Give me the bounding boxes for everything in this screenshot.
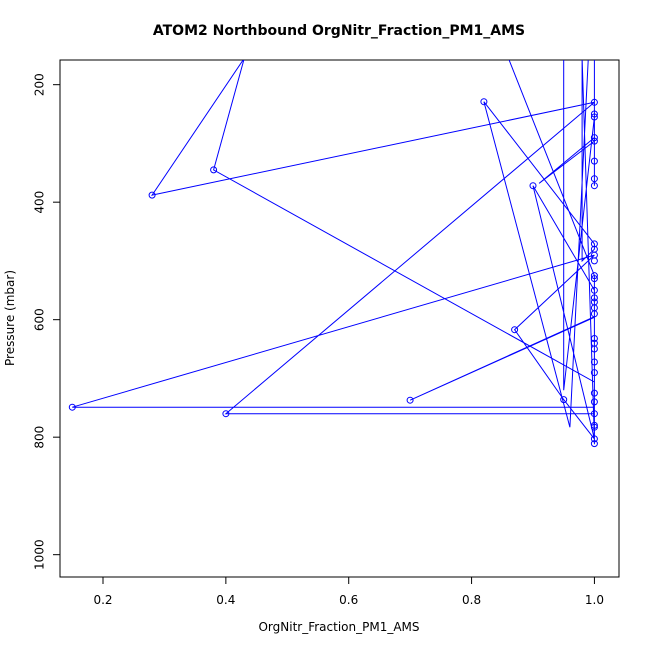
data-point [590, 389, 598, 397]
data-point [222, 410, 230, 418]
data-point [590, 335, 598, 342]
x-axis: 0.2 0.4 0.6 0.8 1.0 [93, 576, 604, 607]
data-point [590, 175, 598, 183]
y-tick-label: 1000 [33, 539, 47, 570]
series-layer [72, 60, 595, 445]
data-point [590, 110, 598, 118]
data-point [590, 398, 598, 406]
data-point [68, 403, 76, 411]
data-point [560, 396, 568, 404]
data-point [480, 98, 488, 106]
y-axis-label: Pressure (mbar) [3, 270, 17, 366]
data-point [590, 358, 598, 366]
y-tick-label: 600 [33, 308, 47, 331]
data-point [210, 166, 218, 174]
data-point [590, 98, 598, 106]
y-axis: 200 400 600 800 1000 [33, 73, 61, 570]
data-point [590, 310, 598, 318]
y-tick-label: 200 [33, 73, 47, 96]
data-point [406, 396, 414, 404]
data-point [590, 286, 598, 294]
data-point [590, 182, 598, 190]
data-point [148, 191, 156, 199]
data-point [529, 182, 537, 190]
data-point [590, 294, 598, 302]
data-point [590, 157, 598, 165]
y-tick-label: 800 [33, 426, 47, 449]
data-point [590, 435, 598, 443]
x-tick-label: 0.6 [339, 593, 358, 607]
series-line-0 [72, 60, 595, 445]
data-point [590, 240, 598, 248]
data-point [590, 410, 598, 418]
data-point [590, 272, 598, 280]
y-tick-label: 400 [33, 191, 47, 214]
data-point [590, 257, 598, 265]
data-point [590, 369, 598, 377]
x-tick-label: 1.0 [585, 593, 604, 607]
x-axis-label: OrgNitr_Fraction_PM1_AMS [258, 620, 419, 634]
data-point [590, 137, 598, 145]
x-tick-label: 0.2 [93, 593, 112, 607]
data-point [590, 423, 598, 431]
data-point [511, 326, 519, 334]
data-point [590, 440, 598, 448]
data-point [590, 345, 598, 353]
data-point [590, 134, 598, 142]
marker-layer [68, 98, 598, 448]
plot-frame [59, 59, 620, 578]
data-point [590, 113, 598, 121]
x-tick-label: 0.8 [462, 593, 481, 607]
chart-title: ATOM2 Northbound OrgNitr_Fraction_PM1_AM… [153, 23, 525, 39]
x-tick-label: 0.4 [216, 593, 235, 607]
data-point [590, 275, 598, 283]
